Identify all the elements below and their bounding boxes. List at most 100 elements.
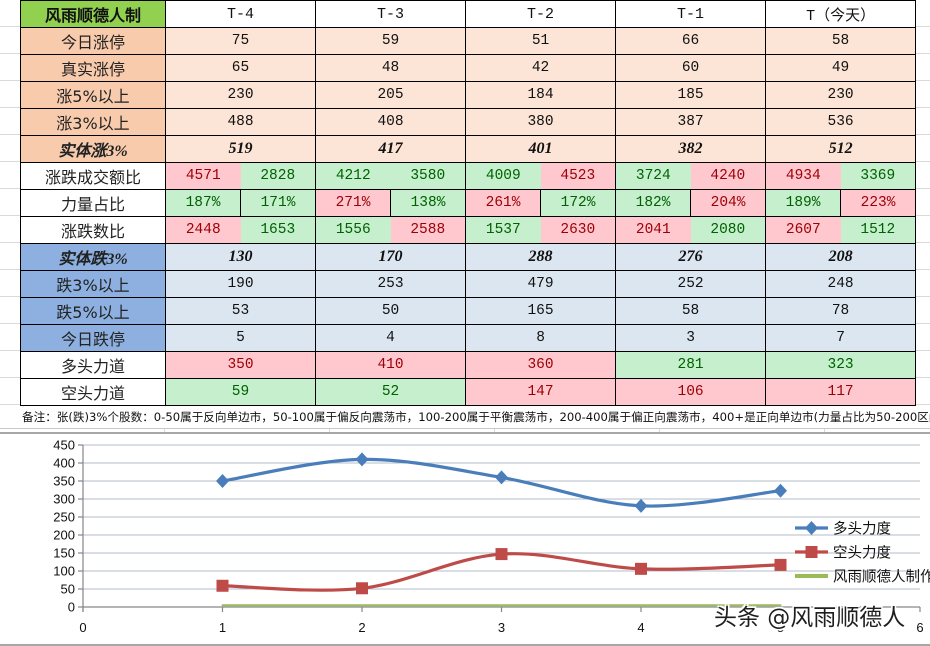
table-cell[interactable]: 184 — [465, 81, 617, 109]
row-label[interactable]: 涨跌数比 — [20, 216, 166, 244]
line-chart[interactable]: 0 50 100 150 200 250 300 350 400 450 0 1 2 3 4 5 6 多头力度 空头… — [0, 430, 930, 646]
table-cell[interactable]: 410 — [315, 351, 467, 379]
table-cell[interactable]: 59 — [164, 378, 317, 406]
table-cell[interactable]: 261% — [465, 189, 542, 217]
table-cell[interactable]: 276 — [615, 243, 767, 271]
table-cell[interactable]: 3580 — [390, 162, 467, 190]
table-cell[interactable]: 380 — [465, 108, 617, 136]
table-cell[interactable]: 52 — [315, 378, 467, 406]
table-cell[interactable]: 1512 — [840, 216, 917, 244]
table-cell[interactable]: 360 — [465, 351, 617, 379]
table-cell[interactable]: 350 — [164, 351, 317, 379]
table-cell[interactable]: 401 — [465, 135, 617, 163]
table-cell[interactable]: 252 — [615, 270, 767, 298]
table-cell[interactable]: 165 — [465, 297, 617, 325]
table-cell[interactable]: 2080 — [690, 216, 767, 244]
table-cell[interactable]: 48 — [315, 54, 467, 82]
table-cell[interactable]: 190 — [164, 270, 317, 298]
table-cell[interactable]: 4523 — [540, 162, 617, 190]
table-cell[interactable]: 4212 — [315, 162, 391, 190]
table-cell[interactable]: 3369 — [840, 162, 917, 190]
table-cell[interactable]: 53 — [164, 297, 317, 325]
table-cell[interactable]: 172% — [540, 189, 617, 217]
table-cell[interactable]: 323 — [765, 351, 917, 379]
table-cell[interactable]: 7 — [765, 324, 917, 352]
table-cell[interactable]: 2588 — [390, 216, 467, 244]
row-label[interactable]: 跌5%以上 — [20, 297, 166, 325]
row-label[interactable]: 涨5%以上 — [20, 81, 166, 109]
table-cell[interactable]: 42 — [465, 54, 617, 82]
column-header-t-2[interactable]: T-2 — [465, 0, 617, 28]
table-cell[interactable]: 58 — [615, 297, 767, 325]
table-cell[interactable]: 4009 — [465, 162, 541, 190]
table-cell[interactable]: 59 — [315, 27, 467, 55]
table-cell[interactable]: 223% — [840, 189, 917, 217]
table-cell[interactable]: 382 — [615, 135, 767, 163]
table-cell[interactable]: 185 — [615, 81, 767, 109]
table-cell[interactable]: 8 — [465, 324, 617, 352]
note-row[interactable]: 备注：张(跌)3%个股数：0-50属于反向单边市，50-100属于偏反向震荡市，… — [0, 406, 930, 429]
table-cell[interactable]: 138% — [390, 189, 467, 217]
table-cell[interactable]: 281 — [615, 351, 767, 379]
table-cell[interactable]: 248 — [765, 270, 917, 298]
row-label[interactable]: 今日跌停 — [20, 324, 166, 352]
table-cell[interactable]: 50 — [315, 297, 467, 325]
row-label[interactable]: 力量占比 — [20, 189, 166, 217]
legend-label[interactable]: 多头力度 — [833, 521, 891, 538]
row-label[interactable]: 多头力道 — [20, 351, 166, 379]
table-cell[interactable]: 230 — [765, 81, 917, 109]
table-cell[interactable]: 288 — [465, 243, 617, 271]
column-header-t-4[interactable]: T-4 — [164, 0, 317, 28]
table-cell[interactable]: 78 — [765, 297, 917, 325]
table-cell[interactable]: 519 — [164, 135, 317, 163]
table-cell[interactable]: 65 — [164, 54, 317, 82]
row-label[interactable]: 涨3%以上 — [20, 108, 166, 136]
table-cell[interactable]: 230 — [164, 81, 317, 109]
table-cell[interactable]: 512 — [765, 135, 917, 163]
table-cell[interactable]: 271% — [315, 189, 392, 217]
table-cell[interactable]: 387 — [615, 108, 767, 136]
table-cell[interactable]: 75 — [164, 27, 317, 55]
column-header-t-3[interactable]: T-3 — [315, 0, 467, 28]
table-cell[interactable]: 4 — [315, 324, 467, 352]
table-cell[interactable]: 205 — [315, 81, 467, 109]
table-cell[interactable]: 106 — [615, 378, 767, 406]
table-cell[interactable]: 2448 — [165, 216, 241, 244]
table-cell[interactable]: 4934 — [765, 162, 841, 190]
table-cell[interactable]: 4240 — [690, 162, 767, 190]
table-cell[interactable]: 2828 — [240, 162, 317, 190]
table-cell[interactable]: 3724 — [615, 162, 691, 190]
row-label[interactable]: 空头力道 — [20, 378, 166, 406]
row-label[interactable]: 今日涨停 — [20, 27, 166, 55]
table-cell[interactable]: 1537 — [465, 216, 541, 244]
legend-label[interactable]: 风雨顺德人制作 — [833, 569, 930, 586]
row-label[interactable]: 涨跌成交额比 — [20, 162, 166, 190]
table-cell[interactable]: 2630 — [540, 216, 617, 244]
table-cell[interactable]: 1653 — [240, 216, 317, 244]
table-cell[interactable]: 170 — [315, 243, 467, 271]
table-cell[interactable]: 60 — [615, 54, 767, 82]
table-cell[interactable]: 171% — [239, 189, 317, 217]
row-label[interactable]: 跌3%以上 — [20, 270, 166, 298]
table-cell[interactable]: 408 — [315, 108, 467, 136]
row-label[interactable]: 实体跌3% — [20, 243, 166, 271]
table-cell[interactable]: 189% — [765, 189, 842, 217]
table-cell[interactable]: 51 — [465, 27, 617, 55]
table-cell[interactable]: 417 — [315, 135, 467, 163]
table-cell[interactable]: 204% — [690, 189, 767, 217]
column-header-today[interactable]: T（今天） — [765, 0, 917, 28]
table-cell[interactable]: 147 — [465, 378, 617, 406]
legend-label[interactable]: 空头力度 — [833, 545, 891, 562]
row-label[interactable]: 实体涨3% — [20, 135, 166, 163]
table-cell[interactable]: 117 — [765, 378, 917, 406]
table-cell[interactable]: 5 — [164, 324, 317, 352]
table-cell[interactable]: 208 — [765, 243, 917, 271]
table-cell[interactable]: 187% — [165, 189, 241, 217]
table-cell[interactable]: 182% — [615, 189, 692, 217]
table-cell[interactable]: 66 — [615, 27, 767, 55]
table-cell[interactable]: 130 — [164, 243, 317, 271]
table-cell[interactable]: 4571 — [165, 162, 241, 190]
table-cell[interactable]: 536 — [765, 108, 917, 136]
table-cell[interactable]: 2607 — [765, 216, 841, 244]
row-label[interactable]: 真实涨停 — [20, 54, 166, 82]
